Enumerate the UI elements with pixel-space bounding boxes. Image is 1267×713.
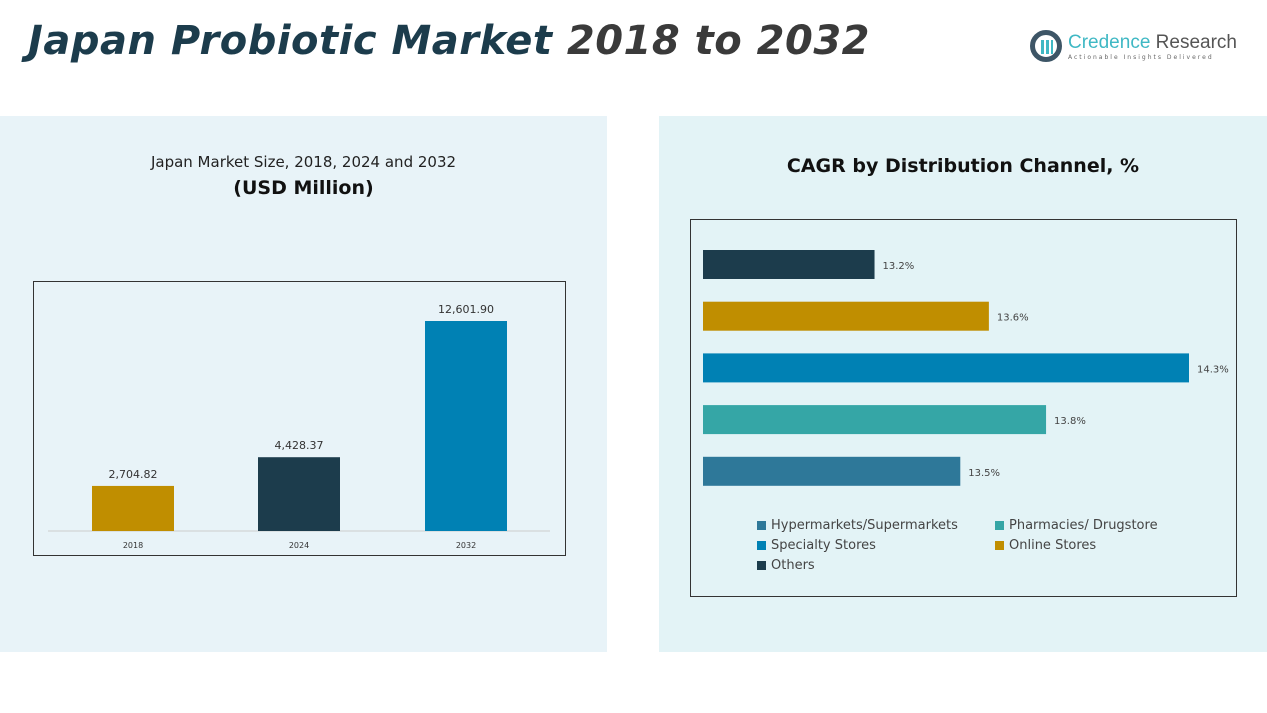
legend-swatch <box>995 541 1004 550</box>
data-label: 2,704.82 <box>109 468 158 481</box>
bar-Pharmacies/ Drugstore <box>703 405 1047 435</box>
legend-label: Pharmacies/ Drugstore <box>1009 518 1158 533</box>
bar-2024 <box>258 457 340 531</box>
bar-2032 <box>425 321 507 531</box>
x-tick-label: 2018 <box>123 541 143 550</box>
legend-label: Specialty Stores <box>771 538 876 553</box>
bar-Online Stores <box>703 301 989 331</box>
legend-item: Others <box>757 558 995 573</box>
legend-swatch <box>757 521 766 530</box>
logo-chart-icon <box>1030 30 1062 62</box>
legend-swatch <box>757 541 766 550</box>
cagr-legend: Hypermarkets/Supermarkets Pharmacies/ Dr… <box>757 518 1197 573</box>
legend-item: Hypermarkets/Supermarkets <box>757 518 995 533</box>
data-label: 13.6% <box>997 313 1029 324</box>
bar-Specialty Stores <box>703 353 1189 383</box>
logo-tagline: Actionable Insights Delivered <box>1068 53 1214 61</box>
data-label: 14.3% <box>1197 364 1229 375</box>
logo-name-b: Research <box>1155 31 1237 53</box>
data-label: 4,428.37 <box>275 439 324 452</box>
cagr-title: CAGR by Distribution Channel, % <box>786 155 1140 177</box>
cagr-chart-frame <box>690 219 1237 597</box>
market-size-unit: (USD Million) <box>233 177 374 199</box>
cagr-chart: 13.2% 13.6% 14.3% 13.8% 13.5% <box>703 250 1229 486</box>
title-main: Japan Probiotic Market <box>28 18 553 64</box>
legend-item: Specialty Stores <box>757 538 995 553</box>
legend-swatch <box>995 521 1004 530</box>
legend-label: Others <box>771 558 815 573</box>
x-tick-label: 2032 <box>456 541 476 550</box>
legend-item: Pharmacies/ Drugstore <box>995 518 1195 533</box>
bar-Others <box>703 250 875 279</box>
title-years: 2018 to 2032 <box>566 18 870 64</box>
data-label: 12,601.90 <box>438 303 494 316</box>
data-label: 13.5% <box>968 468 1000 479</box>
bar-2018 <box>92 485 174 531</box>
market-size-chart: 2,704.82 2018 4,428.37 2024 12,601.90 2032 <box>48 303 550 550</box>
data-label: 13.2% <box>883 261 915 272</box>
logo-name-a: Credence <box>1068 31 1151 53</box>
x-tick-label: 2024 <box>289 541 309 550</box>
legend-swatch <box>757 561 766 570</box>
legend-item: Online Stores <box>995 538 1195 553</box>
data-label: 13.8% <box>1054 416 1086 427</box>
legend-label: Online Stores <box>1009 538 1097 553</box>
credence-logo: Credence Research Actionable Insights De… <box>1030 30 1237 62</box>
legend-label: Hypermarkets/Supermarkets <box>771 518 958 533</box>
market-size-title: Japan Market Size, 2018, 2024 and 2032 <box>150 153 457 171</box>
market-size-chart-frame <box>33 281 566 556</box>
page-title: Japan Probiotic Market 2018 to 2032 <box>28 18 870 64</box>
bar-Hypermarkets/Supermarkets <box>703 456 961 486</box>
